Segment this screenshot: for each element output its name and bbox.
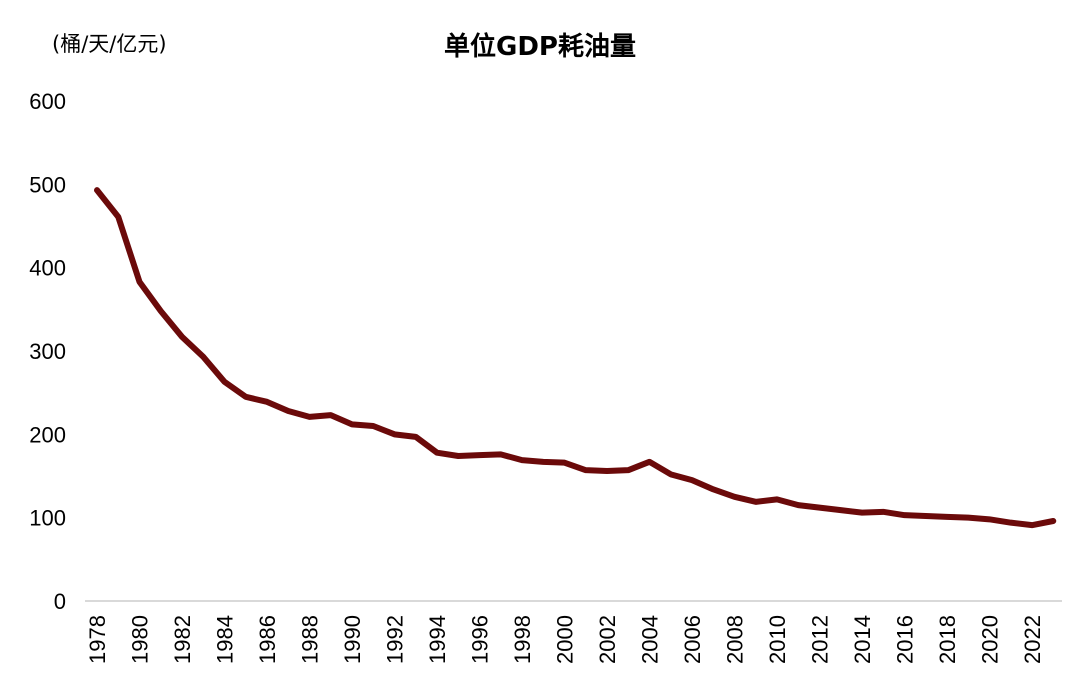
x-tick-label: 2022 xyxy=(1020,615,1045,664)
x-tick-label: 1984 xyxy=(213,615,238,664)
y-tick-label: 200 xyxy=(29,422,66,447)
x-tick-label: 1998 xyxy=(510,615,535,664)
x-tick-label: 2016 xyxy=(893,615,918,664)
y-tick-label: 100 xyxy=(29,506,66,531)
x-tick-label: 2018 xyxy=(935,615,960,664)
chart-title: 单位GDP耗油量 xyxy=(444,32,636,62)
y-tick-label: 500 xyxy=(29,172,66,197)
x-tick-label: 1992 xyxy=(383,615,408,664)
x-tick-label: 1986 xyxy=(255,615,280,664)
x-tick-label: 1990 xyxy=(340,615,365,664)
y-tick-label: 300 xyxy=(29,339,66,364)
x-tick-label: 2008 xyxy=(723,615,748,664)
x-tick-label: 2000 xyxy=(553,615,578,664)
x-tick-label: 1978 xyxy=(85,615,110,664)
y-tick-label: 600 xyxy=(29,89,66,114)
x-tick-label: 1996 xyxy=(468,615,493,664)
x-tick-label: 2012 xyxy=(808,615,833,664)
y-tick-label: 0 xyxy=(54,589,66,614)
x-tick-label: 2004 xyxy=(638,615,663,664)
x-tick-label: 2014 xyxy=(850,615,875,664)
x-tick-label: 1982 xyxy=(170,615,195,664)
x-tick-label: 2010 xyxy=(765,615,790,664)
data-line xyxy=(94,187,1057,529)
x-tick-label: 2020 xyxy=(978,615,1003,664)
x-tick-label: 1980 xyxy=(128,615,153,664)
x-tick-label: 2002 xyxy=(595,615,620,664)
x-tick-label: 1988 xyxy=(298,615,323,664)
y-tick-label: 400 xyxy=(29,256,66,281)
x-tick-label: 2006 xyxy=(680,615,705,664)
y-axis-unit-label: (桶/天/亿元) xyxy=(52,32,167,56)
x-tick-label: 1994 xyxy=(425,615,450,664)
